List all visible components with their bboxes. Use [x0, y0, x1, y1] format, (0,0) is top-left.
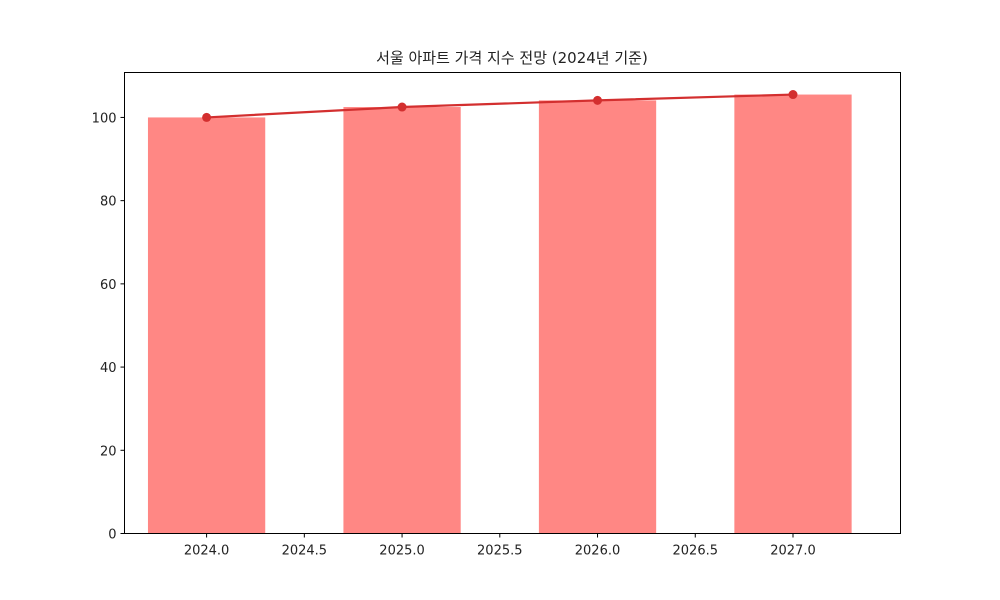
y-tick-label: 60 [100, 278, 117, 293]
x-tick-label: 2024.5 [282, 544, 328, 559]
y-tick-label: 40 [100, 361, 117, 376]
bar [343, 107, 461, 534]
x-tick-label: 2027.0 [770, 544, 816, 559]
plot-frame [124, 72, 901, 534]
x-tick-label: 2026.0 [575, 544, 621, 559]
chart-title: 서울 아파트 가격 지수 전망 (2024년 기준) [376, 49, 648, 67]
data-point-marker [397, 102, 407, 112]
data-point-marker [788, 90, 798, 100]
bar [147, 117, 266, 534]
x-tick-label: 2025.0 [379, 544, 425, 559]
y-tick-label: 100 [92, 111, 117, 126]
trend-line [206, 93, 794, 119]
x-axis: 2024.0 2024.5 2025.0 2025.5 2026.0 2026.5 2027… [184, 533, 816, 559]
y-tick-label: 20 [100, 444, 117, 459]
line-series [202, 90, 798, 122]
bar [734, 94, 852, 534]
x-tick-label: 2026.5 [673, 544, 719, 559]
y-tick-label: 0 [108, 528, 116, 543]
data-point-marker [593, 95, 603, 105]
x-tick-label: 2024.0 [184, 544, 230, 559]
y-axis: 0 20 40 60 80 100 [92, 111, 125, 543]
x-tick-label: 2025.5 [477, 544, 523, 559]
data-point-marker [202, 112, 212, 122]
y-tick-label: 80 [100, 195, 117, 210]
bar [538, 100, 657, 534]
bar-series [147, 94, 852, 534]
